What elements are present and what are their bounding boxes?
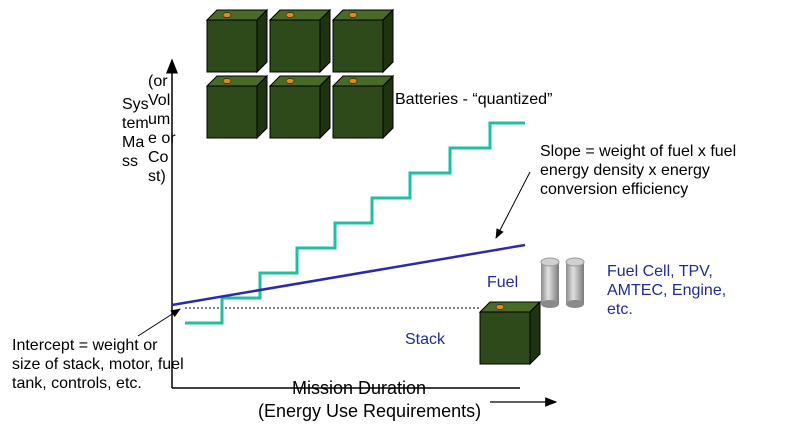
y-axis-label-alt: (or Volume or Cost) bbox=[148, 73, 176, 185]
intercept-arrow bbox=[137, 308, 181, 337]
slope-arrow bbox=[495, 171, 531, 239]
converters-label: Fuel Cell, TPV, AMTEC, Engine, etc. bbox=[607, 263, 727, 318]
battery-staircase bbox=[185, 121, 525, 325]
y-axis-label: System Mass bbox=[122, 96, 149, 170]
fuel-line bbox=[171, 243, 526, 307]
x-axis-sublabel: (Energy Use Requirements) bbox=[258, 401, 482, 421]
slope-note: Slope = weight of fuel x fuel energy den… bbox=[540, 143, 737, 198]
intercept-note: Intercept = weight or size of stack, mot… bbox=[12, 337, 184, 392]
battery bbox=[269, 9, 331, 73]
stack-cube bbox=[479, 301, 541, 365]
batteries-label: Batteries - “quantized” bbox=[395, 91, 553, 108]
battery bbox=[206, 75, 268, 139]
battery bbox=[269, 75, 331, 139]
battery bbox=[206, 9, 268, 73]
battery bbox=[332, 75, 394, 139]
stack-label: Stack bbox=[405, 331, 446, 348]
fuel-tanks bbox=[540, 257, 585, 308]
battery bbox=[332, 9, 394, 73]
fuel-label: Fuel bbox=[487, 274, 519, 291]
x-axis-label: Mission Duration bbox=[292, 378, 427, 398]
